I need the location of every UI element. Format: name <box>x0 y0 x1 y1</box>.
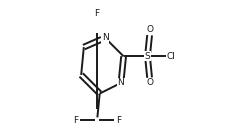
Text: O: O <box>146 78 153 87</box>
Text: N: N <box>101 33 108 42</box>
Text: F: F <box>94 10 99 18</box>
Text: F: F <box>115 116 120 124</box>
Text: O: O <box>146 25 153 34</box>
Text: F: F <box>73 116 78 124</box>
Text: Cl: Cl <box>166 52 175 61</box>
Text: S: S <box>144 52 150 61</box>
Text: N: N <box>117 78 124 87</box>
